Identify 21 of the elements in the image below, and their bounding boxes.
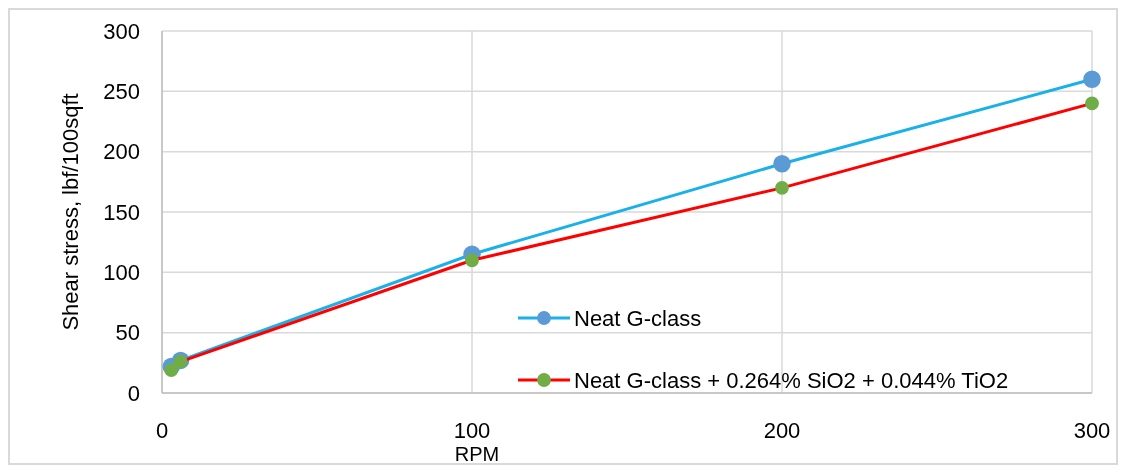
y-tick-label: 50	[115, 320, 140, 346]
x-tick-label: 100	[453, 418, 491, 443]
x-tick-label: 0	[155, 418, 169, 443]
y-tick-label: 150	[103, 199, 140, 225]
point	[773, 155, 791, 173]
point	[164, 363, 179, 377]
legend-label: Neat G-class + 0.264% SiO2 + 0.044% TiO2	[574, 367, 1009, 393]
y-tick-label: 0	[127, 380, 140, 406]
point	[1083, 70, 1101, 88]
y-axis-title: Shear stress, lbf/100sqft	[58, 93, 83, 331]
y-tick-label: 200	[103, 139, 140, 165]
legend-label: Neat G-class	[574, 305, 702, 331]
x-axis-title: RPM	[454, 443, 500, 465]
y-tick-label: 100	[103, 260, 140, 286]
y-tick-label: 250	[103, 79, 140, 105]
y-tick-label: 300	[103, 18, 140, 44]
x-tick-label: 300	[1073, 418, 1111, 443]
x-tick-label: 200	[763, 418, 801, 443]
point	[775, 180, 789, 195]
point	[465, 253, 479, 268]
point	[1085, 96, 1099, 111]
